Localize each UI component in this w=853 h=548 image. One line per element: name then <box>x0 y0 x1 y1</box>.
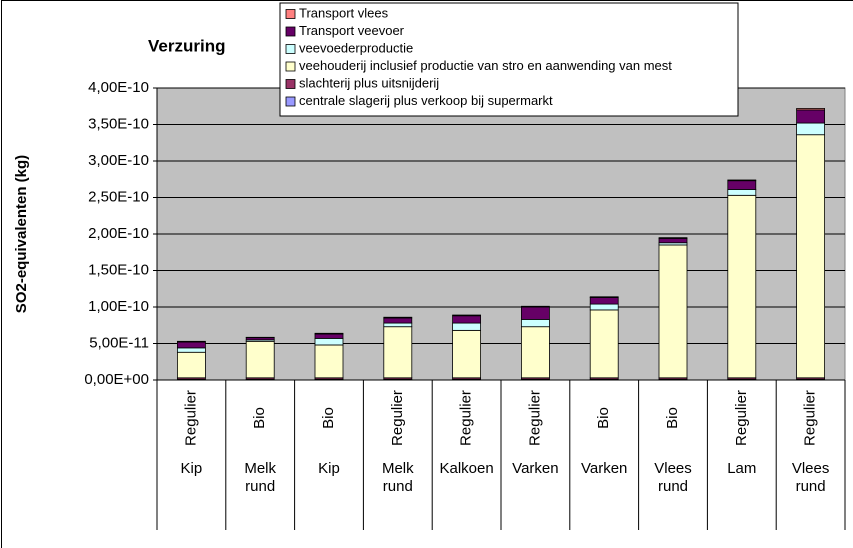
bar-segment <box>383 322 413 328</box>
legend-label: veehouderij inclusief productie van stro… <box>299 58 672 73</box>
y-tick-label: 1,50E-10 <box>88 261 149 278</box>
x-category-label: Melk rund <box>381 460 414 495</box>
x-subcategory-label: Regulier <box>733 390 750 446</box>
x-subcategory-label: Bio <box>595 407 612 429</box>
x-category-label: Vlees rund <box>791 460 830 495</box>
legend-swatch <box>285 79 296 89</box>
bar-segment <box>314 344 344 379</box>
bar-segment <box>176 351 206 379</box>
x-category-label: Varken <box>512 460 559 477</box>
bar-segment <box>521 305 550 308</box>
x-subcategory-label: Regulier <box>458 390 475 446</box>
bar-segment <box>589 296 619 298</box>
x-subcategory-label: Regulier <box>389 390 406 446</box>
bar-segment <box>452 329 482 379</box>
y-tick-label: 1,00E-10 <box>88 298 149 315</box>
y-tick-label: 0,00E+00 <box>84 371 149 388</box>
x-category-label: Lam <box>727 460 757 477</box>
x-category-label: Melk rund <box>244 460 277 495</box>
legend-swatch <box>285 44 296 54</box>
bar-segment <box>521 306 550 320</box>
bar-segment <box>245 340 275 379</box>
y-tick-label: 5,00E-11 <box>89 334 149 351</box>
bar-segment <box>383 317 413 324</box>
bar-segment <box>452 322 482 331</box>
bar-segment <box>658 237 688 244</box>
y-tick-label: 4,00E-10 <box>88 79 149 96</box>
y-tick-label: 2,50E-10 <box>88 188 149 205</box>
legend-label: veevoederproductie <box>299 40 413 55</box>
bar-segment <box>727 180 757 190</box>
bar-segment <box>521 326 550 379</box>
x-category-label: Varken <box>580 460 628 477</box>
bar-segment <box>727 194 757 379</box>
x-subcategory-label: Bio <box>664 407 681 429</box>
bar-segment <box>314 337 344 346</box>
bar-segment <box>176 340 206 343</box>
bar-segment <box>314 333 344 339</box>
bar-segment <box>176 347 206 353</box>
bar-segment <box>383 326 413 379</box>
bar-segment <box>383 316 413 319</box>
bar-segment <box>727 179 757 182</box>
legend-swatch <box>285 26 296 37</box>
bar-segment <box>796 109 825 124</box>
legend-label: centrale slagerij plus verkoop bij super… <box>299 93 553 108</box>
x-category-label: Vlees rund <box>654 460 692 495</box>
x-category-label: Kalkoen <box>439 460 494 477</box>
legend-swatch <box>285 61 296 72</box>
legend-label: slachterij plus uitsnijderij <box>299 75 439 90</box>
legend-swatch <box>285 9 296 19</box>
bar-segment <box>452 315 482 324</box>
bar-segment <box>521 319 550 328</box>
y-tick-label: 3,50E-10 <box>88 115 149 132</box>
x-subcategory-label: Bio <box>251 407 268 429</box>
bar-segment <box>658 244 688 379</box>
legend-label: Transport vlees <box>299 5 389 20</box>
x-category-label: Kip <box>180 460 203 477</box>
bar-segment <box>589 309 619 379</box>
bar-segment <box>796 122 825 136</box>
x-subcategory-label: Bio <box>320 407 337 429</box>
bar-segment <box>727 189 757 196</box>
bar-segment <box>589 303 619 311</box>
bar-segment <box>452 314 482 317</box>
legend-label: Transport veevoer <box>299 23 405 38</box>
y-tick-label: 2,00E-10 <box>88 225 149 242</box>
bar-segment <box>314 332 344 335</box>
chart-title: Verzuring <box>148 36 225 55</box>
bar-segment <box>796 108 825 111</box>
bar-segment <box>589 297 619 305</box>
bar-segment <box>796 134 825 379</box>
y-tick-label: 3,00E-10 <box>88 152 149 169</box>
x-subcategory-label: Regulier <box>182 390 199 446</box>
y-axis-label: SO2-equivalenten (kg) <box>13 155 30 313</box>
x-subcategory-label: Regulier <box>526 390 543 446</box>
legend-box <box>279 2 739 117</box>
bar-segment <box>658 237 688 239</box>
x-subcategory-label: Regulier <box>802 390 819 446</box>
legend-swatch <box>285 96 296 107</box>
bar-segment <box>176 341 206 349</box>
x-category-label: Kip <box>318 460 340 477</box>
